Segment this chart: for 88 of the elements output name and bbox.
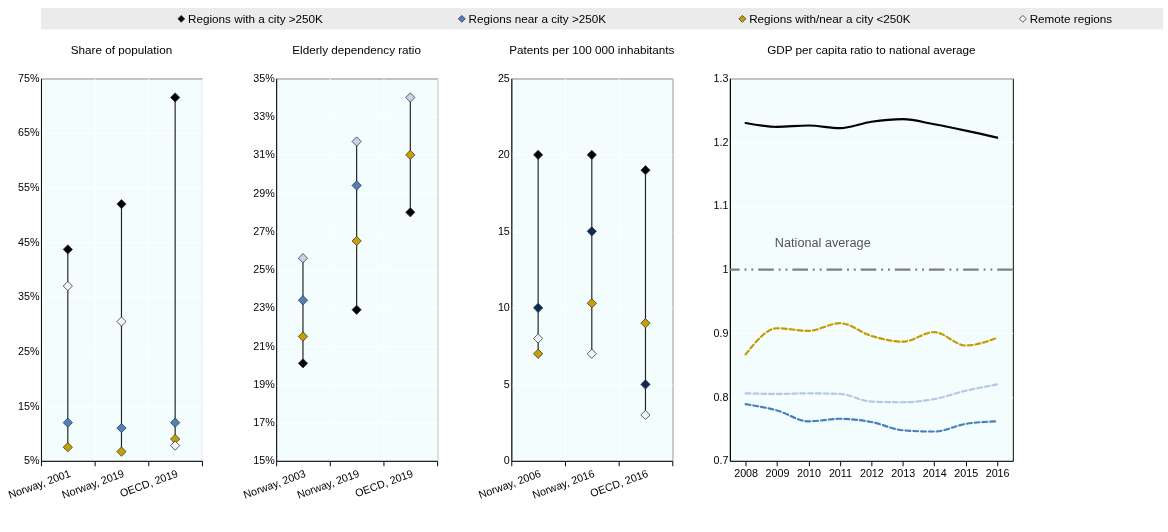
y-tick-label: 1.3 bbox=[713, 71, 729, 84]
point bbox=[297, 331, 308, 342]
y-tick-label: 19% bbox=[253, 377, 276, 390]
point bbox=[170, 440, 181, 451]
y-tick-label: 10 bbox=[497, 301, 510, 314]
y-tick-label: 0.8 bbox=[713, 390, 729, 403]
y-tick-label: 5% bbox=[24, 454, 40, 467]
point bbox=[351, 136, 362, 147]
y-tick-label: 5 bbox=[503, 377, 510, 390]
y-tick-label: 25% bbox=[18, 345, 40, 357]
line-series bbox=[744, 403, 999, 433]
y-tick-label: 15 bbox=[497, 224, 510, 237]
point bbox=[405, 207, 416, 218]
chart-title: Patents per 100 000 inhabitants bbox=[509, 42, 675, 56]
chart-title: Elderly dependency ratio bbox=[292, 42, 422, 56]
point bbox=[297, 295, 308, 306]
line-series bbox=[744, 383, 999, 404]
x-tick-label: 2016 bbox=[985, 466, 1010, 479]
point bbox=[351, 304, 362, 315]
point bbox=[405, 92, 416, 103]
point bbox=[586, 226, 597, 237]
point bbox=[116, 423, 127, 434]
chart-title: GDP per capita ratio to national average bbox=[767, 42, 976, 56]
y-tick-label: 25 bbox=[497, 71, 510, 84]
x-tick-label: 2008 bbox=[734, 466, 759, 479]
point bbox=[62, 442, 73, 453]
point bbox=[586, 348, 597, 359]
legend-label: Regions with/near a city <250K bbox=[749, 11, 911, 25]
point bbox=[297, 358, 308, 369]
point bbox=[533, 348, 544, 359]
point bbox=[62, 244, 73, 255]
y-tick-label: 20 bbox=[497, 148, 510, 161]
point bbox=[351, 180, 362, 191]
point bbox=[586, 149, 597, 160]
y-tick-label: 65% bbox=[18, 126, 40, 139]
y-tick-label: 35% bbox=[18, 290, 40, 303]
x-tick-label: 2011 bbox=[828, 466, 852, 479]
point bbox=[170, 417, 181, 428]
x-tick-label: 2015 bbox=[954, 466, 979, 479]
point bbox=[351, 235, 362, 246]
y-tick-label: 31% bbox=[253, 148, 276, 161]
x-tick-label: 2009 bbox=[765, 466, 790, 479]
legend-label: Regions near a city >250K bbox=[468, 11, 607, 25]
y-tick-label: 45% bbox=[18, 235, 40, 248]
y-tick-label: 35% bbox=[253, 71, 276, 84]
point bbox=[640, 379, 651, 390]
y-tick-label: 1.2 bbox=[713, 135, 729, 148]
y-tick-label: 15% bbox=[18, 399, 40, 412]
x-tick-label: 2014 bbox=[922, 466, 947, 479]
point bbox=[116, 199, 127, 210]
ref-line-label: National average bbox=[774, 236, 871, 251]
y-tick-label: 29% bbox=[253, 186, 276, 199]
point bbox=[640, 165, 651, 176]
point bbox=[586, 298, 597, 309]
line-series bbox=[744, 118, 999, 139]
y-tick-label: 25% bbox=[253, 263, 276, 276]
legend-label: Remote regions bbox=[1029, 11, 1113, 25]
x-tick-label: 2013 bbox=[891, 466, 916, 479]
chart-title: Share of population bbox=[70, 42, 173, 56]
y-tick-label: 55% bbox=[18, 181, 40, 194]
point bbox=[405, 149, 416, 160]
y-tick-label: 17% bbox=[253, 416, 276, 429]
point bbox=[533, 302, 544, 313]
y-tick-label: 1 bbox=[722, 263, 729, 276]
y-tick-label: 0.7 bbox=[713, 454, 729, 467]
line-series bbox=[744, 322, 999, 356]
x-tick-label: 2010 bbox=[797, 466, 821, 479]
y-tick-label: 75% bbox=[18, 71, 40, 84]
y-tick-label: 0.9 bbox=[713, 326, 729, 339]
point bbox=[62, 417, 73, 428]
legend-label: Regions with a city >250K bbox=[188, 11, 324, 25]
y-tick-label: 0 bbox=[503, 454, 510, 467]
y-tick-label: 27% bbox=[253, 224, 276, 237]
y-tick-label: 23% bbox=[253, 301, 276, 314]
point bbox=[116, 446, 127, 457]
point bbox=[170, 92, 181, 103]
point bbox=[533, 149, 544, 160]
x-tick-label: 2012 bbox=[859, 466, 884, 479]
point bbox=[297, 253, 308, 264]
point bbox=[116, 316, 127, 327]
point bbox=[640, 318, 651, 329]
y-tick-label: 15% bbox=[253, 454, 276, 467]
y-tick-label: 21% bbox=[253, 339, 276, 352]
point bbox=[640, 409, 651, 420]
y-tick-label: 1.1 bbox=[713, 199, 729, 212]
point bbox=[533, 333, 544, 344]
y-tick-label: 33% bbox=[253, 110, 276, 123]
point bbox=[62, 281, 73, 292]
